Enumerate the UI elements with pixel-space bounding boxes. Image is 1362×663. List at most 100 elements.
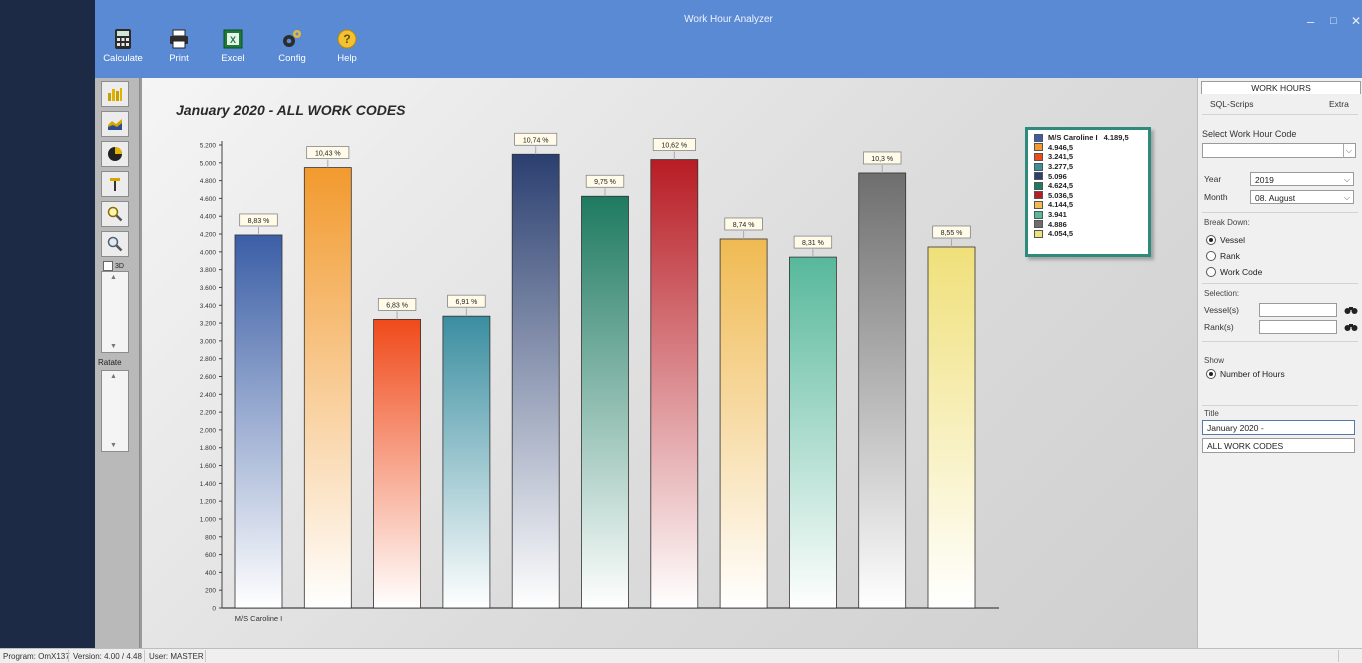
show-radio-number-of-hours[interactable]: Number of Hours: [1206, 369, 1285, 379]
help-label: Help: [337, 53, 357, 64]
legend-entry: 4.886: [1034, 219, 1142, 229]
month-label: Month: [1204, 192, 1228, 202]
work-hour-code-select[interactable]: ⌵: [1202, 143, 1356, 158]
y-tick-label: 3.600: [200, 285, 217, 292]
breakdown-radio-vessel[interactable]: Vessel: [1206, 235, 1245, 245]
separator: [1202, 283, 1358, 284]
3d-checkbox[interactable]: 3D: [103, 261, 124, 271]
title-line1-input[interactable]: January 2020 -: [1202, 420, 1355, 435]
bar-9[interactable]: [789, 256, 837, 609]
print-label: Print: [169, 53, 189, 64]
legend-swatch: [1034, 229, 1043, 238]
gears-icon: [283, 30, 301, 47]
breakdown-radio-rank[interactable]: Rank: [1206, 251, 1240, 261]
area-chart-icon: [108, 119, 122, 130]
status-divider: [205, 650, 206, 662]
separator: [1202, 341, 1358, 342]
title-line2-input[interactable]: ALL WORK CODES: [1202, 438, 1355, 453]
excel-button[interactable]: X Excel: [207, 28, 259, 64]
vessels-input[interactable]: [1259, 303, 1337, 317]
elevation-slider[interactable]: ▲ ▼: [101, 271, 129, 353]
legend-value: 5.036,5: [1048, 190, 1074, 200]
data-label: 8,55 %: [941, 230, 963, 237]
bar-10[interactable]: [858, 172, 907, 609]
maximize-button[interactable]: □: [1330, 15, 1337, 27]
tab-sql-scrips[interactable]: SQL-Scrips: [1210, 99, 1254, 109]
legend-value: 4.886: [1048, 219, 1067, 229]
rotate-slider-down-arrow[interactable]: ▼: [110, 442, 117, 449]
month-select[interactable]: 08. August ⌵: [1250, 190, 1354, 204]
title-bar: Work Hour Analyzer – □ ✕ Calculate Print…: [95, 0, 1362, 78]
3d-checkbox-box[interactable]: [103, 261, 113, 271]
zoom-out-tool-button[interactable]: [101, 231, 129, 257]
zoom-out-icon: [107, 236, 123, 252]
ranks-input[interactable]: [1259, 320, 1337, 334]
close-button[interactable]: ✕: [1351, 14, 1362, 28]
legend-entry: 3.277,5: [1034, 162, 1142, 172]
breakdown-radio-work-code[interactable]: Work Code: [1206, 267, 1262, 277]
printer-icon: [170, 29, 188, 49]
minimize-button[interactable]: –: [1307, 14, 1315, 29]
data-label-box: [793, 235, 833, 249]
year-select[interactable]: 2019 ⌵: [1250, 172, 1354, 186]
radio-label-vessel: Vessel: [1220, 235, 1246, 245]
data-label-box: [932, 225, 971, 239]
work-hours-header-tab[interactable]: WORK HOURS: [1201, 81, 1361, 94]
title-line1-value: January 2020 -: [1207, 423, 1264, 433]
data-label-box: [724, 217, 763, 231]
legend-name: M/S Caroline I: [1048, 133, 1098, 143]
help-icon: ?: [337, 29, 357, 49]
bar-3[interactable]: [373, 318, 422, 609]
y-tick-label: 4.200: [200, 232, 217, 239]
bar-1[interactable]: [234, 234, 283, 609]
svg-text:?: ?: [343, 32, 350, 46]
legend-swatch: [1034, 200, 1043, 209]
print-button[interactable]: Print: [153, 28, 205, 64]
config-button[interactable]: Config: [266, 28, 318, 64]
radio-indicator: [1206, 235, 1216, 245]
bar-5[interactable]: [511, 153, 560, 609]
legend-entry: 5.096: [1034, 171, 1142, 181]
legend-entry: 3.241,5: [1034, 152, 1142, 162]
y-tick-label: 800: [205, 534, 216, 541]
data-label: 10,74 %: [523, 137, 549, 144]
slider-down-arrow[interactable]: ▼: [110, 343, 117, 350]
legend-value: 3.277,5: [1048, 162, 1074, 172]
y-tick-label: 2.200: [200, 410, 217, 417]
area-chart-tool-button[interactable]: [101, 111, 129, 137]
help-button[interactable]: ? Help: [321, 28, 373, 64]
y-tick-label: 4.600: [200, 196, 217, 203]
slider-up-arrow[interactable]: ▲: [110, 274, 117, 281]
legend-swatch: [1034, 172, 1043, 181]
bar-2[interactable]: [303, 167, 352, 609]
tab-extra[interactable]: Extra: [1329, 99, 1349, 109]
zoom-in-tool-button[interactable]: [101, 201, 129, 227]
data-label: 10,62 %: [661, 143, 687, 150]
binoculars-icon[interactable]: [1344, 305, 1358, 315]
data-label-box: [514, 132, 558, 146]
radio-label-rank: Rank: [1220, 251, 1240, 261]
legend-swatch: [1034, 143, 1043, 152]
bar-7[interactable]: [650, 159, 699, 609]
pin-tool-button[interactable]: [101, 171, 129, 197]
radio-indicator: [1206, 251, 1216, 261]
legend-value: 4.624,5: [1048, 181, 1074, 191]
pie-chart-tool-button[interactable]: [101, 141, 129, 167]
status-user: User: MASTER: [149, 652, 204, 661]
data-label: 6,91 %: [456, 299, 478, 306]
right-panel: WORK HOURS SQL-Scrips Extra Select Work …: [1197, 78, 1362, 648]
month-chevron-icon: ⌵: [1343, 193, 1350, 202]
bar-chart-tool-button[interactable]: [101, 81, 129, 107]
bar-8[interactable]: [719, 238, 768, 609]
y-tick-label: 3.200: [200, 321, 217, 328]
calculate-button[interactable]: Calculate: [97, 28, 149, 64]
bar-4[interactable]: [442, 315, 491, 609]
data-label-box: [306, 146, 350, 159]
data-label: 10,43 %: [315, 151, 341, 158]
binoculars-icon[interactable]: [1344, 322, 1358, 332]
rotate-slider[interactable]: ▲ ▼: [101, 370, 129, 452]
bar-6[interactable]: [581, 195, 629, 609]
rotate-slider-up-arrow[interactable]: ▲: [110, 373, 117, 380]
bar-11[interactable]: [927, 246, 976, 609]
data-label-box: [863, 151, 902, 165]
